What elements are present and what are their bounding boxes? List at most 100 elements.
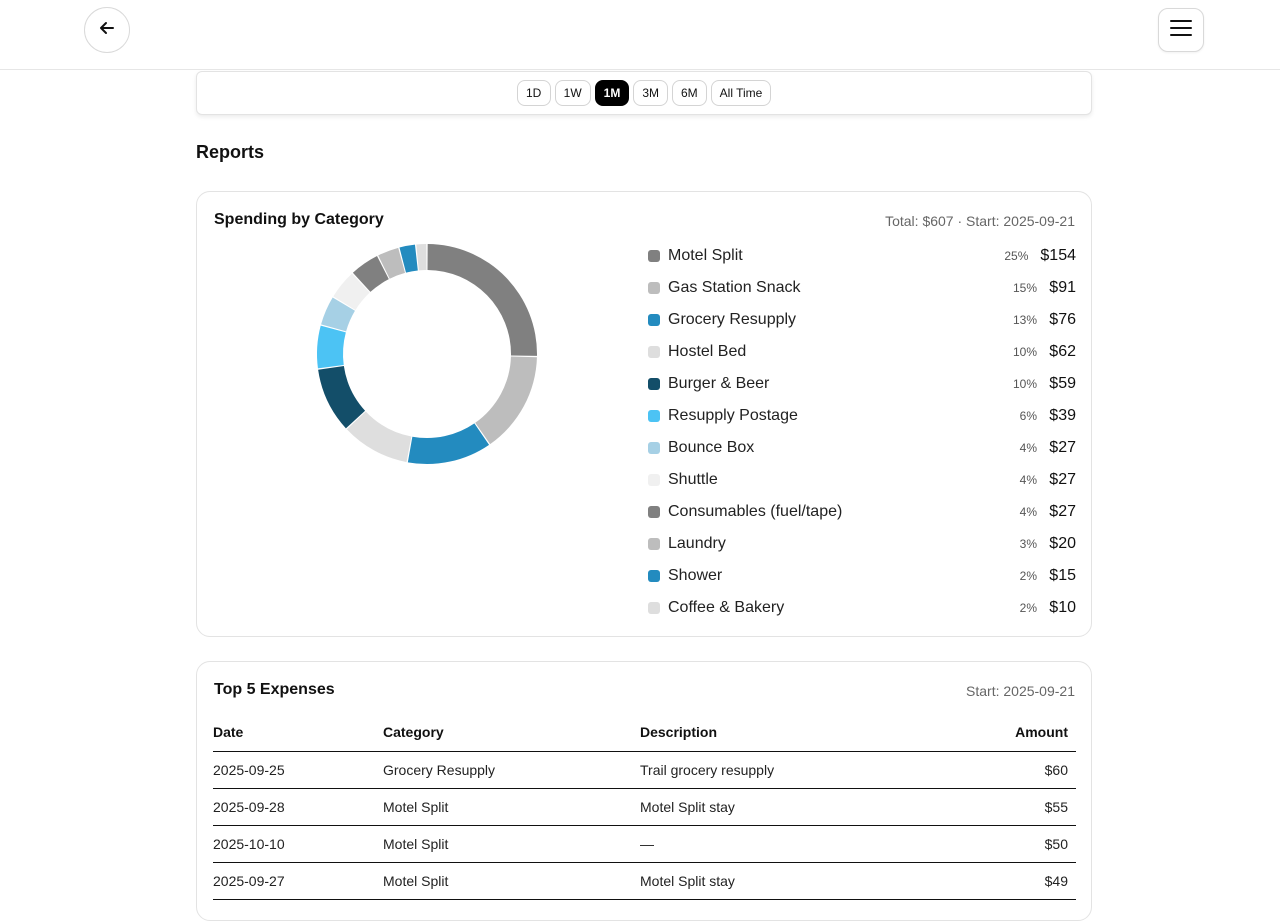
cell-date: 2025-09-25 (213, 751, 383, 789)
top-expenses-card: Top 5 Expenses Start: 2025-09-21 Date Ca… (196, 661, 1092, 921)
legend-percent: 15% (1012, 281, 1037, 295)
spending-donut-chart (315, 242, 539, 466)
menu-button[interactable] (1158, 8, 1204, 52)
legend-swatch (648, 346, 660, 358)
legend-item: Gas Station Snack 15% $91 (648, 272, 1076, 304)
legend-item: Grocery Resupply 13% $76 (648, 304, 1076, 336)
reports-heading: Reports (196, 142, 265, 162)
legend-item: Shower 2% $15 (648, 560, 1076, 592)
legend-swatch (648, 314, 660, 326)
donut-slice[interactable] (333, 273, 370, 310)
legend-category-name: Bounce Box (668, 439, 755, 456)
time-range-selector: 1D 1W 1M 3M 6M All Time (196, 71, 1092, 115)
donut-slice[interactable] (318, 365, 366, 429)
legend-swatch (648, 282, 660, 294)
back-button[interactable] (84, 7, 130, 53)
legend-percent: 13% (1012, 313, 1037, 327)
legend-item: Resupply Postage 6% $39 (648, 400, 1076, 432)
legend-category-name: Grocery Resupply (668, 311, 797, 328)
legend-swatch (648, 442, 660, 454)
cell-category: Grocery Resupply (383, 751, 640, 789)
range-3m-button[interactable]: 3M (633, 80, 668, 106)
range-1w-button[interactable]: 1W (554, 80, 591, 106)
legend-amount: $27 (1049, 471, 1076, 488)
legend-amount: $27 (1049, 439, 1076, 456)
legend-amount: $27 (1049, 503, 1076, 520)
donut-slice[interactable] (475, 356, 537, 445)
legend-amount: $10 (1049, 599, 1076, 616)
range-1m-button[interactable]: 1M (594, 80, 630, 106)
cell-description: Motel Split stay (640, 788, 940, 826)
cell-amount: $55 (940, 788, 1076, 826)
table-row[interactable]: 2025-09-27 Motel Split Motel Split stay $49 (213, 862, 1076, 900)
cell-amount: $50 (940, 825, 1076, 863)
legend-category-name: Hostel Bed (668, 343, 747, 360)
legend-swatch (648, 250, 660, 262)
legend-swatch (648, 506, 660, 518)
arrow-left-icon (98, 19, 116, 42)
legend-amount: $39 (1049, 407, 1076, 424)
legend-amount: $62 (1049, 343, 1076, 360)
donut-slice[interactable] (352, 256, 389, 292)
legend-item: Laundry 3% $20 (648, 528, 1076, 560)
column-header-date: Date (213, 714, 383, 752)
cell-date: 2025-09-27 (213, 862, 383, 900)
range-all-time-button[interactable]: All Time (710, 80, 772, 106)
donut-slice[interactable] (321, 297, 355, 332)
legend-category-name: Motel Split (668, 247, 743, 264)
legend-swatch (648, 602, 660, 614)
table-row[interactable]: 2025-09-28 Motel Split Motel Split stay $55 (213, 788, 1076, 826)
cell-date: 2025-10-10 (213, 825, 383, 863)
donut-slice[interactable] (378, 247, 406, 279)
hamburger-menu-icon (1170, 19, 1192, 42)
top-expenses-title: Top 5 Expenses (214, 681, 335, 698)
legend-category-name: Gas Station Snack (668, 279, 801, 296)
legend-swatch (648, 570, 660, 582)
table-row[interactable]: 2025-10-10 Motel Split — $50 (213, 825, 1076, 863)
cell-category: Motel Split (383, 788, 640, 826)
legend-category-name: Consumables (fuel/tape) (668, 503, 843, 520)
column-header-category: Category (383, 714, 640, 752)
top-expenses-meta: Start: 2025-09-21 (966, 683, 1075, 699)
top-expenses-table: Date Category Description Amount 2025-09… (213, 714, 1076, 900)
range-6m-button[interactable]: 6M (671, 80, 707, 106)
range-1d-button[interactable]: 1D (516, 80, 551, 106)
legend-swatch (648, 538, 660, 550)
legend-percent: 2% (1019, 601, 1037, 615)
donut-slice[interactable] (427, 244, 537, 356)
cell-amount: $60 (940, 751, 1076, 789)
table-row[interactable]: 2025-09-25 Grocery Resupply Trail grocery … (213, 751, 1076, 789)
cell-description: Trail grocery resupply (640, 751, 940, 789)
legend-item: Consumables (fuel/tape) 4% $27 (648, 496, 1076, 528)
cell-description: Motel Split stay (640, 862, 940, 900)
legend-percent: 4% (1019, 505, 1037, 519)
donut-slice[interactable] (416, 244, 427, 271)
cell-category: Motel Split (383, 825, 640, 863)
legend-amount: $59 (1049, 375, 1076, 392)
legend-category-name: Laundry (668, 535, 726, 552)
donut-slice[interactable] (399, 244, 418, 273)
spending-card-title: Spending by Category (214, 211, 384, 228)
donut-slice[interactable] (317, 325, 346, 369)
legend-amount: $15 (1049, 567, 1076, 584)
legend-item: Motel Split 25% $154 (648, 240, 1076, 272)
legend-category-name: Resupply Postage (668, 407, 798, 424)
category-legend: Motel Split 25% $154 Gas Station Snack 15% $9… (648, 240, 1076, 624)
legend-amount: $76 (1049, 311, 1076, 328)
legend-category-name: Shuttle (668, 471, 718, 488)
cell-description: — (640, 825, 940, 863)
legend-percent: 6% (1019, 409, 1037, 423)
legend-amount: $91 (1049, 279, 1076, 296)
legend-item: Burger & Beer 10% $59 (648, 368, 1076, 400)
legend-item: Shuttle 4% $27 (648, 464, 1076, 496)
column-header-description: Description (640, 714, 940, 752)
donut-slice[interactable] (346, 411, 412, 463)
spending-card-meta: Total: $607 · Start: 2025-09-21 (885, 213, 1075, 229)
legend-percent: 10% (1012, 377, 1037, 391)
cell-date: 2025-09-28 (213, 788, 383, 826)
donut-slice[interactable] (407, 423, 490, 464)
table-header-row: Date Category Description Amount (213, 714, 1076, 752)
legend-percent: 3% (1019, 537, 1037, 551)
donut-svg (317, 244, 537, 464)
legend-category-name: Coffee & Bakery (668, 599, 785, 616)
